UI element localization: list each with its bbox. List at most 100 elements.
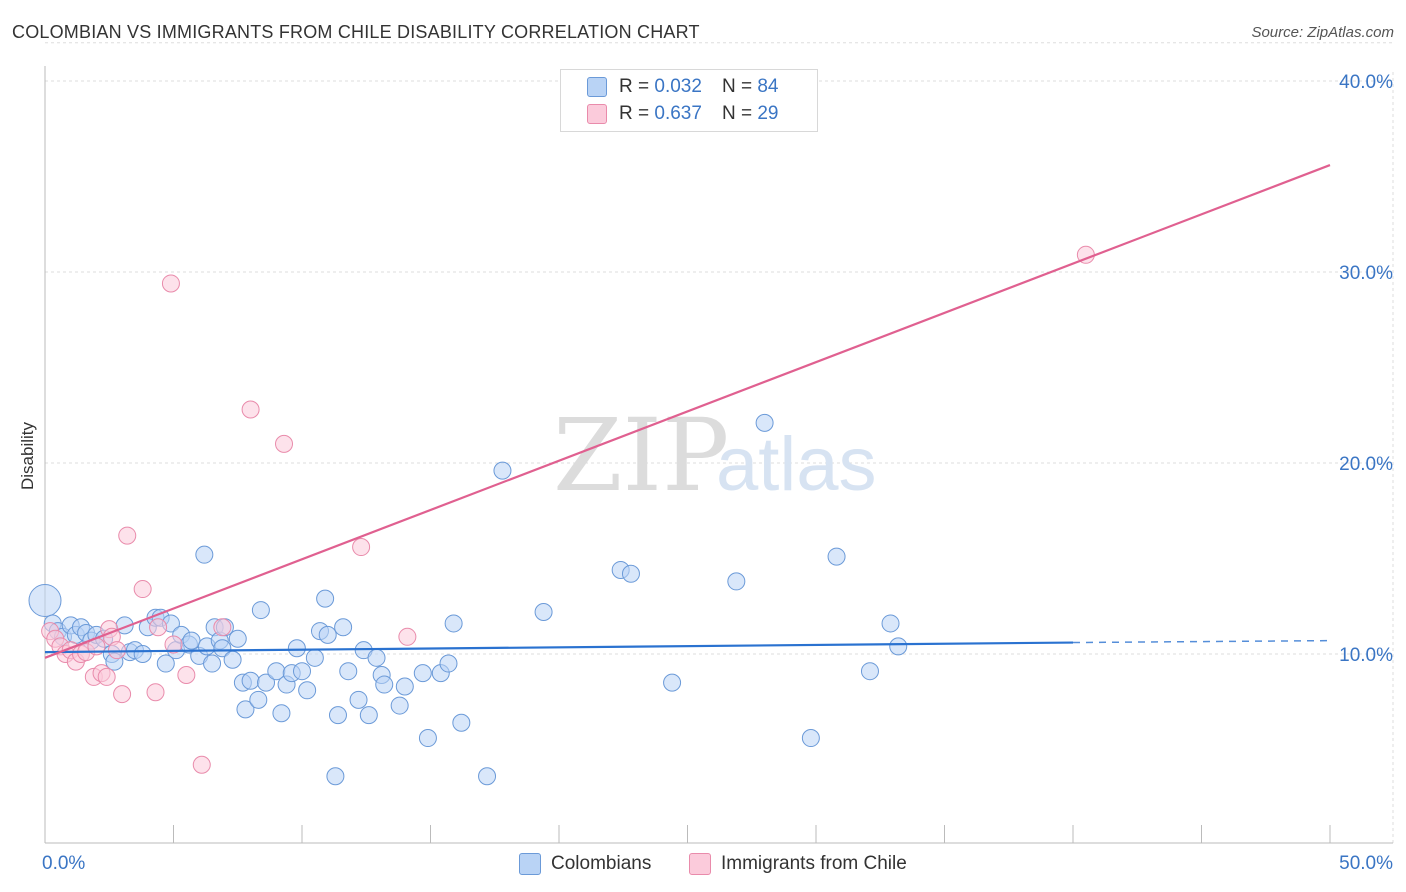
colombians-point (663, 673, 682, 692)
chile-point (164, 635, 183, 654)
chile-points (41, 245, 1095, 774)
colombians-point (349, 690, 368, 709)
stats-legend: R = 0.032 N = 84 R = 0.637 N = 29 (560, 69, 818, 132)
colombians-point (257, 673, 276, 692)
colombians-trend-line (44, 641, 1074, 654)
legend-n-label: N = (721, 103, 753, 124)
chile-point (192, 755, 211, 774)
colombians-point (326, 767, 345, 786)
colombians-point (133, 645, 152, 663)
x-tick-label: 0.0% (42, 853, 85, 874)
colombians-points (28, 413, 908, 786)
chile-point (118, 526, 137, 545)
colombians-point (881, 614, 900, 633)
colombians-point (801, 729, 820, 748)
legend-r-value: 0.032 (654, 76, 702, 97)
grid-layer (45, 42, 1395, 843)
y-tick-label: 20.0% (1339, 454, 1393, 475)
colombians-point (249, 690, 268, 709)
colombians-point (390, 696, 409, 715)
colombians-point (293, 662, 311, 681)
colombians-point (328, 706, 347, 725)
colombians-point (156, 654, 175, 673)
colombians-point (251, 601, 270, 620)
colombians-point (28, 584, 62, 618)
legend-row-colombians: R = 0.032 N = 84 (587, 76, 778, 98)
chile-point (107, 641, 126, 660)
chile-point (213, 618, 232, 637)
bottom-legend-swatch-chile (689, 853, 711, 875)
colombians-point (241, 671, 260, 690)
colombians-point (287, 639, 306, 658)
legend-r-label: R = (619, 76, 650, 97)
legend-n-value: 84 (757, 76, 779, 97)
tick-labels: 10.0% 20.0% 30.0% 40.0% 0.0% 50.0% (42, 72, 1393, 874)
legend-r-label: R = (619, 103, 650, 124)
legend-n-label: N = (721, 76, 753, 97)
axis-layer (44, 66, 1393, 844)
colombians-point (318, 625, 337, 644)
colombians-point (889, 637, 908, 656)
colombians-point (439, 654, 458, 673)
colombians-point (727, 572, 746, 591)
colombians-point (621, 564, 640, 583)
chile-point (113, 685, 132, 704)
bottom-legend-chile: Immigrants from Chile (689, 852, 907, 876)
chile-point (133, 580, 152, 599)
colombians-trend-extension (1072, 639, 1331, 644)
colombians-point (395, 677, 414, 696)
chile-point (398, 627, 417, 646)
colombians-point (478, 767, 497, 786)
watermark-atlas: atlas (716, 422, 877, 507)
legend-row-chile: R = 0.637 N = 29 (587, 103, 778, 125)
colombians-point (228, 629, 247, 648)
y-tick-label: 10.0% (1339, 645, 1393, 666)
colombians-point (375, 675, 394, 694)
chile-point (146, 683, 165, 702)
bottom-legend-colombians: Colombians (519, 852, 651, 876)
y-tick-label: 40.0% (1339, 72, 1393, 93)
colombians-point (367, 648, 386, 667)
colombians-point (213, 639, 232, 658)
chile-trend-line (44, 164, 1331, 659)
colombians-point (223, 650, 242, 669)
legend-swatch-colombians (587, 77, 607, 97)
chart-title: COLOMBIAN VS IMMIGRANTS FROM CHILE DISAB… (12, 22, 700, 42)
bottom-legend-label-colombians: Colombians (551, 853, 652, 874)
colombians-point (493, 461, 512, 480)
legend-n-value: 29 (757, 103, 779, 124)
legend-swatch-chile (587, 104, 607, 124)
colombians-point (305, 648, 324, 667)
colombians-point (316, 589, 335, 608)
bottom-legend-label-chile: Immigrants from Chile (721, 853, 907, 874)
colombians-point (418, 729, 437, 748)
chile-point (352, 538, 371, 557)
x-tick-label: 50.0% (1339, 853, 1393, 874)
chile-point (149, 618, 168, 637)
colombians-point (339, 662, 358, 681)
legend-r-value: 0.637 (654, 103, 702, 124)
colombians-point (182, 631, 201, 650)
source-label: Source: ZipAtlas.com (1251, 24, 1394, 41)
bottom-legend-swatch-colombians (519, 853, 541, 875)
colombians-point (236, 700, 255, 719)
chile-point (97, 667, 116, 686)
trend-lines (44, 164, 1331, 659)
colombians-point (413, 664, 432, 683)
colombians-point (755, 413, 774, 432)
colombians-point (298, 681, 317, 700)
chile-point (275, 434, 294, 453)
chile-point (161, 274, 180, 293)
chile-point (241, 400, 260, 419)
y-tick-label: 30.0% (1339, 263, 1393, 284)
colombians-point (860, 662, 879, 681)
colombians-point (334, 618, 353, 637)
chile-point (177, 666, 196, 685)
watermark-zip: ZIP (553, 397, 729, 514)
colombians-point (534, 602, 553, 621)
colombians-point (359, 706, 378, 725)
colombians-point (827, 547, 846, 566)
colombians-point (444, 614, 463, 633)
colombians-point (452, 713, 471, 732)
